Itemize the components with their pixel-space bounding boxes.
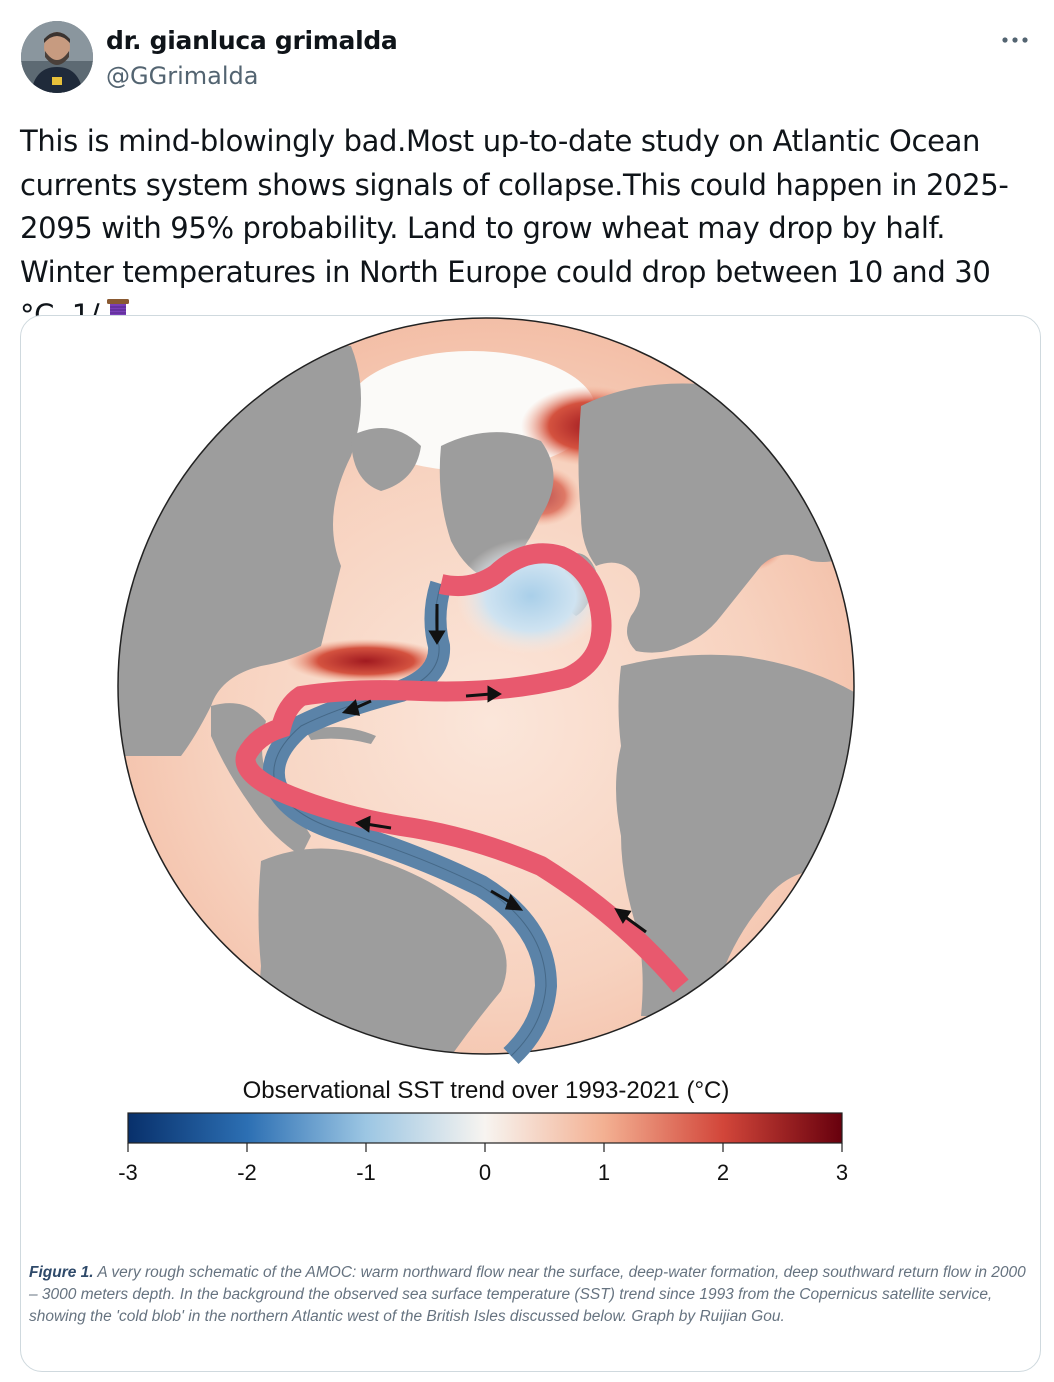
- more-horizontal-icon: [1002, 37, 1028, 43]
- author-name[interactable]: dr. gianluca grimalda: [106, 26, 398, 55]
- arrow-up-left-icon: [614, 908, 632, 924]
- colorbar-tick: -3: [118, 1160, 138, 1185]
- globe-outline: [117, 317, 855, 1055]
- colorbar-tick: 1: [598, 1160, 610, 1185]
- arrow-left-icon: [354, 815, 371, 833]
- arrow-down-icon: [428, 630, 446, 645]
- tweet-text-content: This is mind-blowingly bad.Most up-to-da…: [20, 124, 1009, 332]
- tweet-text: This is mind-blowingly bad.Most up-to-da…: [20, 120, 1035, 344]
- colorbar-title: Observational SST trend over 1993-2021 (…: [243, 1077, 730, 1104]
- tweet-media-card[interactable]: Observational SST trend over 1993-2021 (…: [20, 315, 1041, 1372]
- colorbar-tick: 2: [717, 1160, 729, 1185]
- figure-caption-text: A very rough schematic of the AMOC: warm…: [29, 1264, 1026, 1325]
- figure-caption-lead: Figure 1.: [29, 1264, 94, 1281]
- author-handle[interactable]: @GGrimalda: [106, 62, 259, 90]
- colorbar-tick: 0: [479, 1160, 491, 1185]
- figure-caption: Figure 1. A very rough schematic of the …: [29, 1262, 1029, 1328]
- colorbar-tick: -1: [356, 1160, 376, 1185]
- amoc-figure-image: Observational SST trend over 1993-2021 (…: [117, 317, 855, 1185]
- avatar-photo: [21, 21, 93, 93]
- colorbar: Observational SST trend over 1993-2021 (…: [118, 1077, 848, 1185]
- colorbar-tick: -2: [237, 1160, 257, 1185]
- arrow-right-icon: [487, 685, 502, 703]
- arrow-left-icon: [341, 699, 361, 716]
- flow-arrows: [341, 604, 647, 934]
- colorbar-scale: [127, 1112, 843, 1144]
- colorbar-tick: 3: [836, 1160, 848, 1185]
- warm-surface-flow: [235, 543, 689, 993]
- author-avatar[interactable]: [21, 21, 93, 93]
- arrow-down-right-icon: [504, 893, 524, 911]
- more-options-button[interactable]: [998, 26, 1032, 54]
